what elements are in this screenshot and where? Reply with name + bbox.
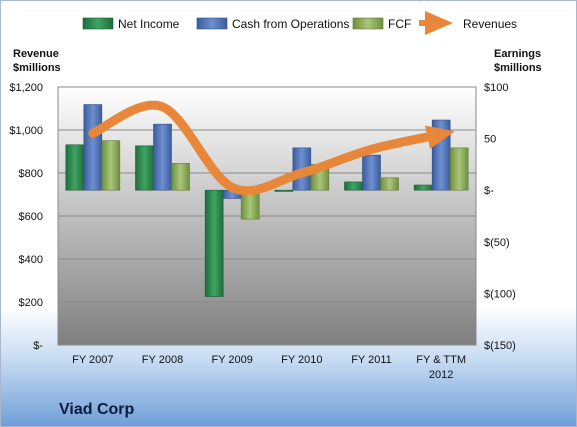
right-axis-title-line2: $millions [494,62,542,74]
legend-swatch-cash-from-operations [196,17,228,30]
chart-title: Viad Corp [59,401,135,418]
legend-label-revenues: Revenues [463,17,517,31]
legend: Net Income Cash from Operations FCF Reve… [82,11,517,35]
left-tick-label: $1,200 [9,82,43,94]
bar-net-income [344,181,363,191]
left-tick-label: $1,000 [9,125,43,137]
bar-cash-from-operations [83,104,103,191]
gridlines [58,129,476,303]
bar-net-income [204,189,224,297]
right-tick-label: $(50) [484,237,510,249]
left-axis-title-line2: $millions [13,62,61,74]
category-label: FY 2007 [72,354,113,366]
category-labels: FY 2007 FY 2008 FY 2009 FY 2010 FY 2011 FY & … [72,354,466,381]
left-tick-label: $200 [19,297,43,309]
left-axis-ticks: $- $200 $400 $600 $800 $1,000 $1,200 [9,82,43,352]
bars [65,104,469,297]
bar-net-income [274,189,294,192]
legend-swatch-net-income [82,17,114,30]
right-axis-ticks: $(150) $(100) $(50) $- 50 $100 [484,82,516,352]
bar-cash-from-operations [153,123,172,191]
bar-net-income [413,184,433,191]
category-label: FY 2008 [142,354,183,366]
revenue-line-group [88,100,455,196]
right-tick-label: $- [484,185,494,197]
bar-fcf [171,163,190,191]
legend-swatch-fcf [352,17,384,30]
bar-cash-from-operations [362,154,381,191]
bar-fcf [101,140,121,191]
legend-label-fcf: FCF [388,17,411,31]
legend-label-net-income: Net Income [118,17,180,31]
bar-fcf [380,177,399,191]
legend-label-cash-from-operations: Cash from Operations [232,17,349,31]
bar-fcf [449,147,469,191]
category-label: 2012 [429,369,453,381]
left-tick-label: $400 [19,254,43,266]
left-tick-label: $- [33,340,43,352]
right-tick-label: $100 [484,82,508,94]
category-label: FY 2010 [281,354,322,366]
category-label: FY 2011 [351,354,392,366]
right-tick-label: $(150) [484,340,516,352]
revenues-line [88,100,455,196]
bar-net-income [135,145,154,191]
bar-net-income [65,144,85,191]
left-tick-label: $600 [19,211,43,223]
category-label: FY 2009 [211,354,252,366]
right-tick-label: 50 [484,134,496,146]
right-tick-label: $(100) [484,288,516,300]
category-label: FY & TTM [416,354,466,366]
right-axis-title-line1: Earnings [494,48,541,60]
left-tick-label: $800 [19,168,43,180]
left-axis-title-line1: Revenue [13,48,59,60]
